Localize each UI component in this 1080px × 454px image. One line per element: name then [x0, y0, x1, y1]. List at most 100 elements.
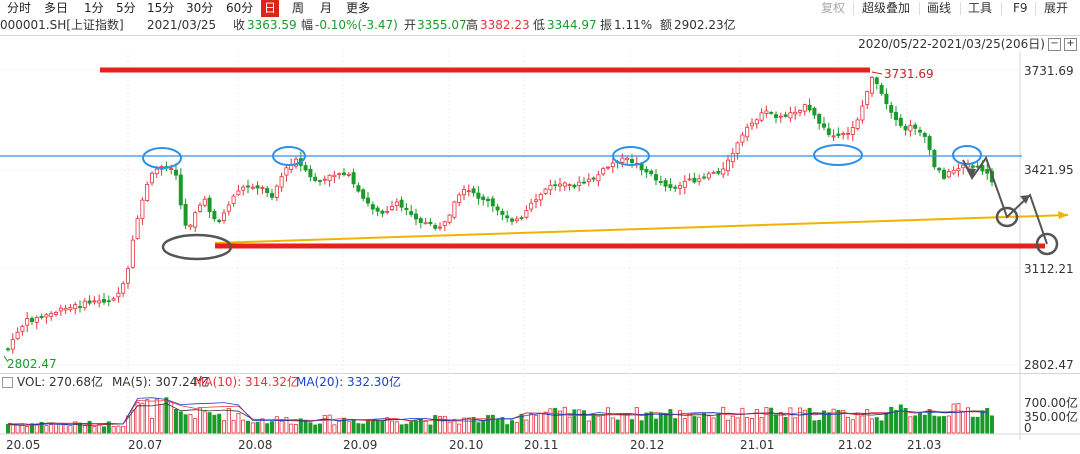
volume-bar [572, 409, 577, 434]
draw-line-button[interactable]: 画线 [927, 1, 952, 15]
period-tab-more[interactable]: 更多 [346, 1, 371, 15]
candle-body [394, 201, 399, 206]
volume-bar [337, 420, 342, 434]
volume-bar [601, 414, 606, 434]
volume-bar [399, 424, 404, 434]
volume-bar [634, 407, 639, 434]
candle-body [202, 198, 207, 206]
candle-body [188, 224, 193, 228]
period-tab-30min[interactable]: 30分 [186, 1, 214, 15]
volume-bar [241, 419, 246, 434]
volume-bar [644, 412, 649, 434]
volume-bar [735, 417, 740, 434]
volume-bar [495, 418, 500, 434]
volume-bar [582, 410, 587, 434]
candle-body [145, 184, 150, 202]
candle-body [73, 304, 78, 310]
period-tab-weekly[interactable]: 周 [292, 1, 305, 15]
volume-bar [956, 403, 961, 434]
volume-bar [365, 419, 370, 434]
volume-bar [990, 415, 995, 434]
expand-button[interactable]: 展开 [1044, 1, 1069, 15]
volume-bar [207, 412, 212, 434]
candle-body [337, 173, 342, 176]
period-tab-daily[interactable]: 日 [261, 0, 280, 17]
candle-body [303, 165, 308, 171]
volume-bar [908, 416, 913, 434]
period-tab-1min[interactable]: 1分 [84, 1, 104, 15]
candle-body [154, 168, 159, 175]
candle-body [846, 132, 851, 135]
volume-bar [922, 414, 927, 434]
volume-bar [298, 418, 303, 434]
candle-body [341, 172, 346, 175]
period-tab-5min[interactable]: 5分 [116, 1, 136, 15]
candle-body [173, 169, 178, 176]
volume-bar [25, 425, 30, 434]
candle-body [524, 209, 529, 218]
volume-bar [385, 417, 390, 434]
volume-bar [145, 399, 150, 434]
candle-body [207, 197, 212, 213]
candle-body [937, 167, 942, 171]
candle-body [620, 157, 625, 163]
adjust-button[interactable]: 复权 [821, 1, 846, 15]
x-tick: 20.12 [630, 438, 665, 452]
period-tab-intraday[interactable]: 分时 [7, 1, 32, 15]
volume-value: VOL: 270.68亿 [17, 375, 103, 389]
volume-bar [529, 413, 534, 434]
candle-body [385, 210, 390, 213]
candle-body [726, 159, 731, 172]
period-tab-monthly[interactable]: 月 [320, 1, 333, 15]
volume-bar [10, 424, 15, 434]
candle-body [591, 177, 596, 180]
candle-body [586, 178, 591, 182]
volume-bar [63, 423, 68, 434]
change-label: 幅 [301, 18, 314, 32]
candle-body [582, 181, 587, 184]
volume-bar [380, 420, 385, 434]
volume-bar [121, 426, 126, 434]
candle-body [961, 164, 966, 169]
candle-body [745, 126, 750, 138]
period-tab-15min[interactable]: 15分 [147, 1, 175, 15]
candle-body [351, 172, 356, 185]
volume-bar [500, 417, 505, 434]
candle-body [269, 193, 274, 198]
candle-body [548, 184, 553, 191]
volume-bar [697, 416, 702, 434]
period-tab-60min[interactable]: 60分 [226, 1, 254, 15]
candle-body [106, 300, 111, 303]
volume-ma20: MA(20): 332.30亿 [296, 375, 402, 389]
volume-bar [54, 423, 59, 434]
volume-bar [870, 418, 875, 434]
toolbar-divider [853, 2, 854, 15]
volume-bar [255, 421, 260, 434]
volume-bar [221, 420, 226, 434]
volume-bar [951, 403, 956, 434]
volume-bar [341, 417, 346, 434]
volume-bar [217, 413, 222, 434]
volume-bar [524, 419, 529, 434]
gray-circle [161, 233, 233, 261]
volume-bar [370, 419, 375, 434]
super-overlay-button[interactable]: 超级叠加 [862, 1, 911, 15]
candles-group [3, 71, 995, 363]
volume-bar [73, 421, 78, 434]
f9-button[interactable]: F9 [1013, 1, 1028, 15]
candle-body [193, 212, 198, 228]
volume-bar [937, 416, 942, 434]
candle-body [754, 119, 759, 125]
candle-body [293, 158, 298, 167]
zoom-in-button[interactable]: + [1064, 38, 1077, 51]
candle-body [826, 128, 831, 135]
candle-body [433, 225, 438, 229]
candle-body [918, 129, 923, 133]
tools-button[interactable]: 工具 [968, 1, 993, 15]
volume-bar [534, 414, 539, 434]
volume-bar [961, 411, 966, 434]
period-tab-multiday[interactable]: 多日 [44, 1, 69, 15]
candle-body [654, 174, 659, 181]
zoom-out-button[interactable]: − [1048, 38, 1061, 51]
volume-bar [826, 412, 831, 434]
